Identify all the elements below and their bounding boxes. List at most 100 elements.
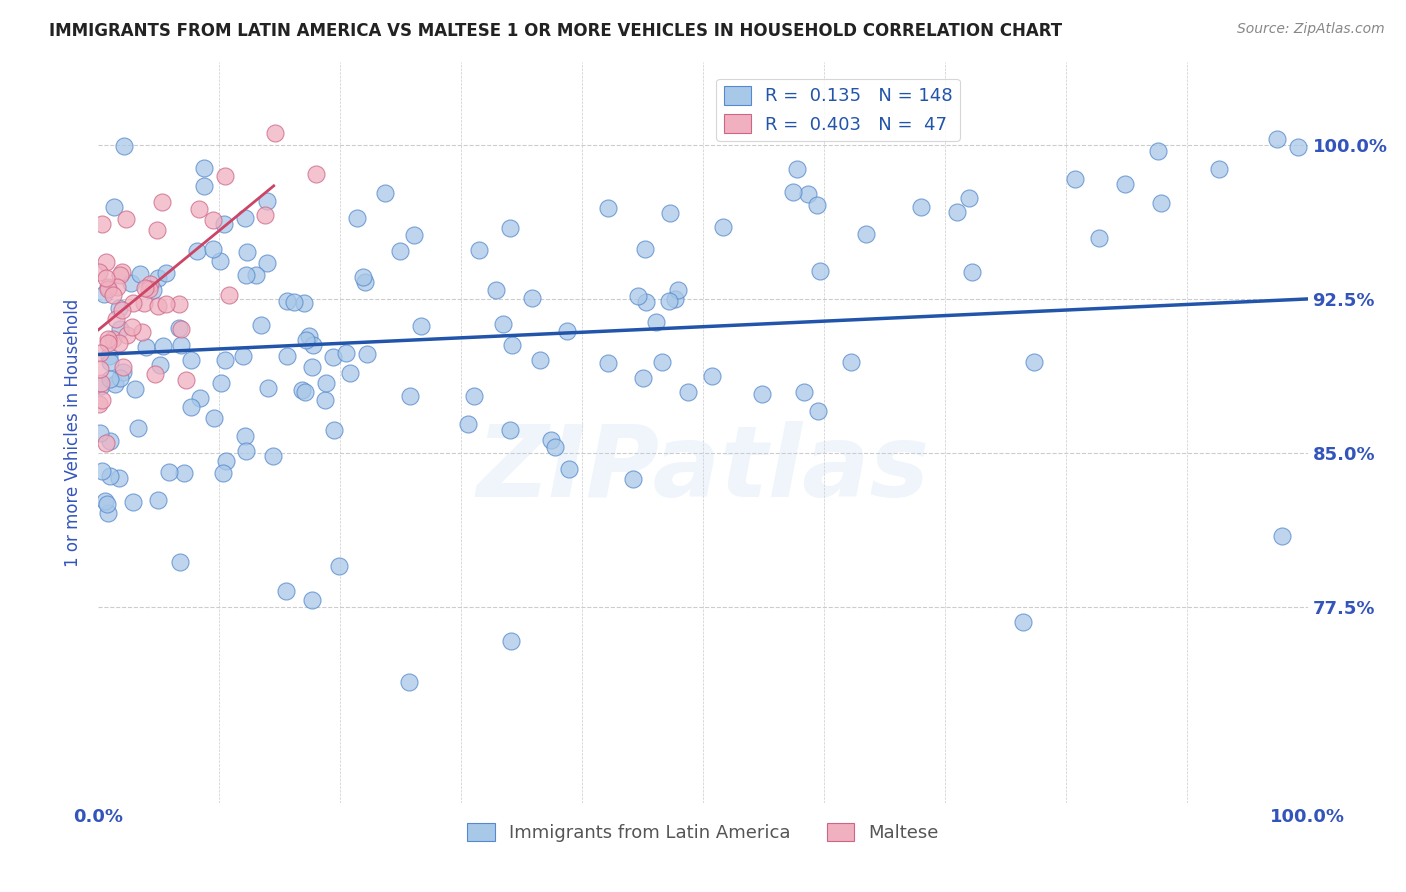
Point [91,217,114,231]
Legend: Immigrants from Latin America, Maltese: Immigrants from Latin America, Maltese [460,815,946,849]
Point [146,270,169,285]
Point [201,243,224,257]
Point [121,296,143,310]
Point [301,359,323,374]
Point [294,384,316,399]
Point [596,356,619,370]
Point [276,349,298,363]
Point [236,244,259,259]
Point [354,275,377,289]
Point [1088,231,1111,245]
Point [786,161,808,176]
Point [499,221,522,235]
Point [108,322,131,336]
Point [98,469,121,483]
Point [170,338,193,352]
Point [555,324,578,338]
Point [111,265,134,279]
Point [98,372,121,386]
Point [104,377,127,392]
Point [256,256,278,270]
Point [233,211,256,225]
Point [127,421,149,435]
Point [87,397,110,411]
Point [93,287,115,301]
Point [155,296,177,310]
Point [1022,355,1045,369]
Point [1063,171,1085,186]
Point [291,383,314,397]
Point [645,314,668,328]
Point [315,376,337,391]
Point [751,387,773,401]
Point [188,202,211,216]
Point [457,417,479,432]
Point [295,334,318,348]
Point [621,472,644,486]
Point [115,328,138,343]
Point [170,322,193,336]
Point [94,271,117,285]
Point [305,167,328,181]
Point [274,583,297,598]
Point [167,297,190,311]
Point [352,270,374,285]
Point [1011,615,1033,629]
Point [634,295,657,310]
Point [346,211,368,226]
Point [173,466,195,480]
Point [276,293,298,308]
Point [105,280,128,294]
Point [245,268,267,282]
Text: ZIPatlas: ZIPatlas [477,421,929,518]
Point [152,339,174,353]
Point [94,436,117,450]
Point [148,358,170,372]
Point [209,376,232,390]
Point [87,265,110,279]
Point [159,465,181,479]
Point [374,186,396,200]
Point [111,365,134,379]
Point [90,376,112,391]
Point [90,393,112,408]
Point [793,384,815,399]
Point [132,295,155,310]
Point [256,194,278,209]
Point [97,332,120,346]
Point [110,268,132,283]
Point [235,268,257,282]
Point [253,209,276,223]
Point [1267,131,1289,145]
Text: IMMIGRANTS FROM LATIN AMERICA VS MALTESE 1 OR MORE VEHICLES IN HOUSEHOLD CORRELA: IMMIGRANTS FROM LATIN AMERICA VS MALTESE… [49,22,1063,40]
Point [540,433,562,447]
Point [103,200,125,214]
Point [193,179,215,194]
Point [97,279,120,293]
Point [676,384,699,399]
Point [138,282,160,296]
Point [409,319,432,334]
Point [167,321,190,335]
Point [142,283,165,297]
Point [214,169,236,184]
Point [214,353,236,368]
Point [94,494,117,508]
Point [101,333,124,347]
Point [398,674,420,689]
Point [90,465,112,479]
Point [235,444,257,458]
Point [839,354,862,368]
Point [212,466,235,480]
Point [108,371,131,385]
Point [169,555,191,569]
Text: Source: ZipAtlas.com: Source: ZipAtlas.com [1237,22,1385,37]
Point [155,267,177,281]
Point [90,379,112,393]
Point [492,318,515,332]
Point [145,223,167,237]
Point [855,227,877,242]
Point [664,292,686,306]
Point [256,380,278,394]
Point [108,470,131,484]
